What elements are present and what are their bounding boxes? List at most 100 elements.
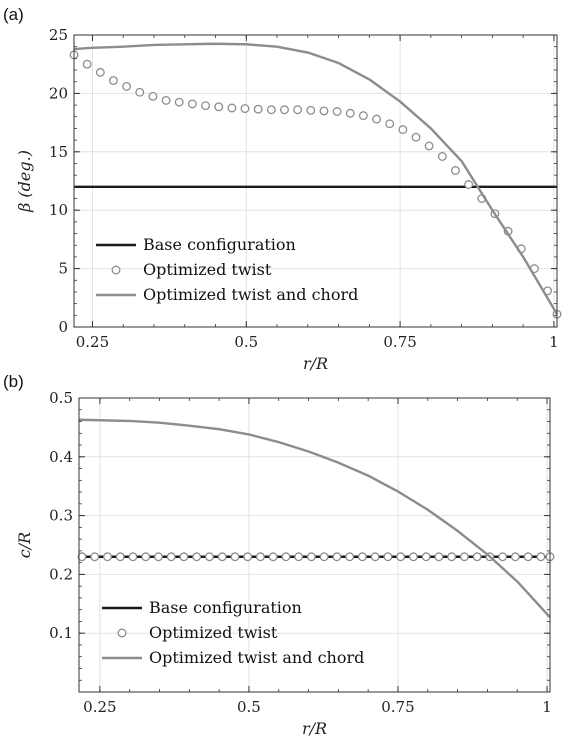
ticks-b (79, 397, 550, 693)
x-tick-label: 0.25 (83, 698, 116, 716)
data-point-b (294, 552, 304, 562)
legend-label: Optimized twist and chord (143, 285, 358, 304)
data-point-b (204, 552, 214, 562)
data-point-b (357, 552, 367, 562)
data-point-b (103, 552, 112, 562)
data-point-b (383, 552, 393, 562)
legend-label: Optimized twist (149, 623, 278, 642)
legend-b: Base configuration Optimized twist Optimiz… (102, 598, 364, 667)
data-point-b (230, 552, 240, 562)
data-point-a (280, 105, 289, 115)
x-tick-label: 0.75 (383, 333, 416, 351)
data-point-b (281, 552, 291, 562)
data-point-a (306, 105, 316, 115)
grid-a (74, 34, 557, 328)
data-point-b (192, 552, 202, 562)
y-tick-label: 15 (49, 143, 68, 161)
data-point-b (217, 552, 227, 562)
y-tick-labels-a: 0 5 10 15 20 25 (49, 26, 68, 336)
data-point-a (332, 107, 342, 116)
data-point-b (421, 552, 431, 562)
data-point-a (411, 132, 421, 142)
y-tick-label: 0.4 (49, 448, 73, 466)
data-point-b (498, 552, 508, 562)
data-point-b (319, 552, 329, 562)
y-tick-label: 0 (58, 318, 68, 336)
data-point-a (82, 59, 92, 69)
data-point-a (424, 141, 434, 151)
data-point-a (266, 105, 276, 115)
x-tick-label: 1 (542, 698, 552, 716)
data-point-b (90, 552, 100, 562)
data-point-a (108, 76, 118, 86)
data-point-b (141, 552, 151, 562)
data-point-a (148, 91, 158, 101)
y-tick-label: 20 (49, 84, 68, 102)
y-axis-label-b: c/R (15, 532, 34, 558)
plot-frame-a (73, 34, 558, 328)
data-point-b (472, 552, 482, 562)
x-tick-label: 0.5 (234, 333, 258, 351)
data-point-a (398, 125, 408, 135)
legend-swatch (111, 265, 121, 275)
data-point-b (179, 552, 189, 562)
data-point-b (408, 552, 418, 562)
data-point-a (95, 67, 105, 77)
data-point-b (459, 552, 469, 562)
series-b (77, 418, 555, 619)
data-point-b (447, 552, 457, 562)
data-point-a (345, 108, 355, 118)
data-point-a (437, 152, 447, 161)
data-point-b (370, 552, 380, 562)
y-tick-label: 0.1 (49, 624, 73, 642)
data-point-b (523, 552, 533, 562)
data-point-a (464, 180, 474, 189)
series-a (69, 42, 562, 319)
x-tick-labels-a: 0.25 0.5 0.75 1 (76, 333, 559, 351)
data-point-a (122, 81, 132, 91)
data-point-b (154, 552, 163, 562)
x-tick-label: 0.5 (237, 698, 261, 716)
data-point-a (227, 103, 237, 113)
legend-swatch (117, 628, 127, 638)
data-point-a (385, 119, 395, 129)
x-tick-label: 1 (549, 333, 559, 351)
data-point-a (187, 99, 197, 109)
data-point-b (243, 552, 253, 562)
y-tick-label: 10 (49, 201, 68, 219)
data-point-a (214, 102, 224, 112)
y-tick-label: 5 (58, 260, 68, 278)
data-point-a (240, 104, 250, 114)
data-point-b (77, 552, 87, 562)
chart-panel-b: (b) 0.25 0.5 0.75 1 0.1 0.2 0.3 0.4 0.5 r/R c/R… (3, 372, 555, 738)
legend-label: Base configuration (143, 235, 296, 254)
data-point-b (434, 552, 444, 562)
data-point-a (201, 101, 210, 111)
series-line-b-2 (78, 418, 551, 619)
data-point-a (135, 87, 145, 97)
x-axis-label-b: r/R (302, 719, 327, 738)
data-point-a (372, 114, 381, 124)
data-point-b (510, 552, 520, 562)
data-point-b (536, 552, 546, 562)
ticks-a (74, 34, 557, 328)
y-axis-label-a: β (deg.) (15, 150, 34, 213)
x-tick-labels-b: 0.25 0.5 0.75 1 (83, 698, 552, 716)
data-point-a (253, 104, 263, 114)
data-point-b (128, 552, 138, 562)
data-point-b (396, 552, 406, 562)
x-axis-label-a: r/R (303, 354, 328, 373)
panel-label-b: (b) (3, 372, 24, 391)
x-tick-label: 0.25 (76, 333, 109, 351)
legend-a: Base configuration Optimized twist Optimiz… (96, 235, 358, 304)
data-point-a (319, 106, 329, 116)
data-point-a (451, 166, 460, 175)
data-point-a (293, 105, 303, 115)
chart-panel-a: (a) 0.25 0.5 0.75 1 0 5 10 15 20 25 r/R β (deg.)… (3, 5, 562, 373)
legend-label: Optimized twist (143, 260, 272, 279)
panel-label-a: (a) (3, 5, 24, 24)
data-point-b (255, 552, 265, 562)
y-tick-labels-b: 0.1 0.2 0.3 0.4 0.5 (49, 389, 73, 642)
y-tick-label: 0.3 (49, 507, 73, 525)
